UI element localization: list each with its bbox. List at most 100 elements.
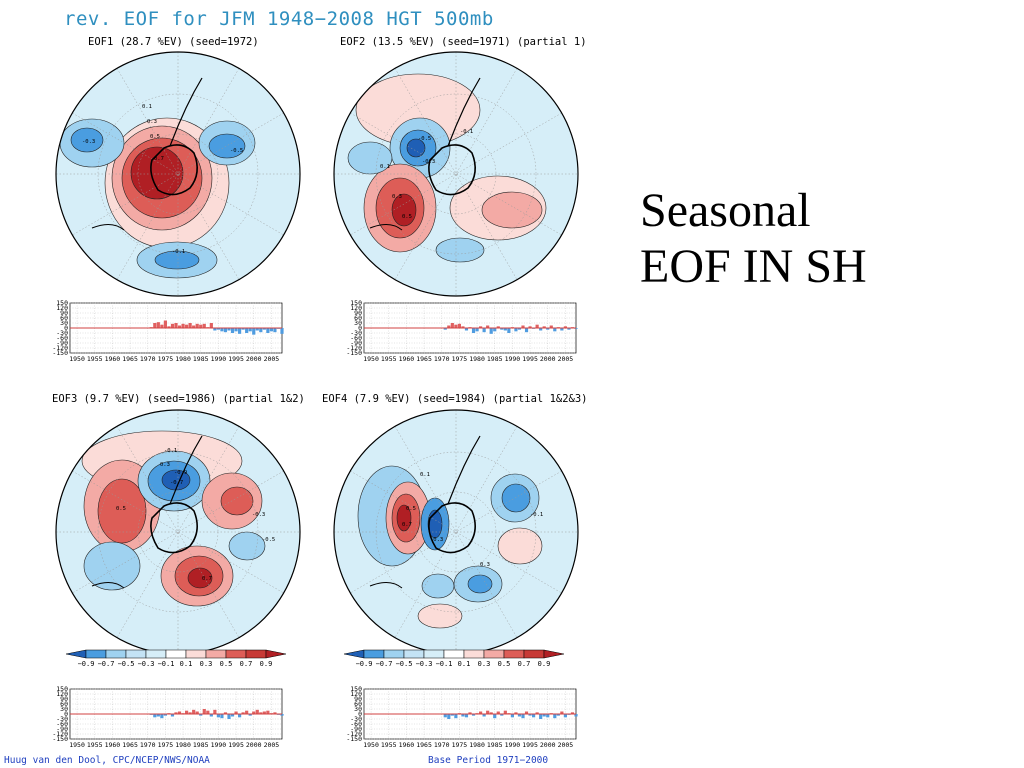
- x-tick-label: 1995: [522, 355, 538, 363]
- bar: [496, 326, 500, 328]
- colorbar-label: −0.9: [78, 660, 95, 668]
- latitude-circle: [375, 93, 537, 255]
- colorbar-label: 0.9: [260, 660, 273, 668]
- land-coast: [91, 582, 125, 589]
- bar: [153, 323, 157, 328]
- y-tick-label: -30: [56, 329, 68, 337]
- x-tick-label: 1960: [105, 741, 121, 749]
- contour-label: -0.1: [164, 448, 177, 454]
- x-tick-label: 1975: [158, 741, 174, 749]
- peninsula-coast: [447, 435, 481, 505]
- contour-region: [497, 527, 543, 565]
- colorbar-cell: [383, 649, 405, 659]
- x-tick-label: 1970: [140, 741, 156, 749]
- y-tick-label: 120: [350, 304, 362, 312]
- x-tick-label: 2000: [246, 355, 262, 363]
- y-tick-label: 0: [64, 710, 68, 718]
- eof4-title: EOF4 (7.9 %EV) (seed=1984) (partial 1&2&…: [322, 393, 588, 405]
- bar: [163, 714, 167, 716]
- bar: [273, 328, 277, 333]
- eof3-title: EOF3 (9.7 %EV) (seed=1986) (partial 1&2): [52, 393, 305, 405]
- bar: [489, 712, 493, 714]
- x-tick-label: 1995: [522, 741, 538, 749]
- contour-region: [501, 483, 531, 513]
- map-border: [55, 51, 301, 297]
- contour-label: -0.3: [82, 139, 95, 145]
- bar: [471, 328, 476, 333]
- bar: [468, 712, 472, 714]
- x-tick-label: 2000: [246, 741, 262, 749]
- x-tick-label: 1985: [487, 355, 503, 363]
- y-tick-label: -30: [350, 715, 362, 723]
- eof2-title: EOF2 (13.5 %EV) (seed=1971) (partial 1): [340, 36, 587, 48]
- bar: [443, 714, 447, 718]
- colorbar-label: 0.9: [538, 660, 551, 668]
- colorbar-cell: [225, 649, 247, 659]
- colorbar-cell: [463, 649, 485, 659]
- y-tick-label: 0: [64, 324, 68, 332]
- x-tick-label: 1980: [469, 355, 485, 363]
- colorbar-label: −0.3: [416, 660, 433, 668]
- meridian-line: [72, 112, 284, 236]
- antarctica-coast: [150, 502, 198, 554]
- latitude-circle: [97, 451, 259, 613]
- bar: [528, 714, 532, 716]
- meridian-line: [350, 112, 562, 236]
- contour-label: 0.7: [154, 156, 164, 162]
- y-tick-label: 90: [60, 309, 68, 317]
- y-tick-label: 0: [358, 710, 362, 718]
- bar: [223, 328, 228, 333]
- antarctica-coast: [428, 144, 476, 196]
- x-tick-label: 1980: [175, 355, 191, 363]
- colorbar-label: 0.1: [458, 660, 471, 668]
- bar: [241, 712, 245, 714]
- land-coast: [91, 224, 125, 231]
- contour-label: 0.5: [150, 134, 160, 140]
- contour-label: 0.5: [402, 214, 412, 220]
- y-tick-label: -150: [52, 349, 68, 357]
- y-tick-label: -60: [56, 720, 68, 728]
- bar: [174, 323, 178, 328]
- bar: [447, 325, 451, 328]
- bar: [156, 714, 160, 717]
- colorbar-cell: [205, 649, 227, 659]
- contour-label: -0.9: [174, 470, 187, 476]
- bar: [528, 326, 532, 328]
- x-tick-label: 1955: [381, 741, 397, 749]
- colorbar-label: 0.5: [220, 660, 233, 668]
- y-tick-label: 30: [60, 319, 68, 327]
- colorbar-cell: [165, 649, 187, 659]
- contour-label: -0.5: [418, 136, 431, 142]
- x-tick-label: 1980: [469, 741, 485, 749]
- bar: [234, 328, 238, 332]
- meridian-line: [116, 68, 240, 280]
- contour-label: 0.5: [116, 506, 126, 512]
- contour-label: -0.5: [230, 148, 243, 154]
- bar: [500, 714, 504, 716]
- x-tick-label: 1985: [193, 355, 209, 363]
- x-tick-label: 1950: [363, 741, 379, 749]
- bar: [202, 323, 206, 328]
- x-tick-label: 1985: [193, 741, 209, 749]
- bar: [461, 326, 465, 328]
- bar: [230, 714, 235, 717]
- bar: [153, 714, 157, 718]
- x-tick-label: 1950: [69, 741, 85, 749]
- bar: [238, 328, 242, 334]
- antarctica-coast: [150, 144, 198, 196]
- bar: [486, 710, 490, 714]
- bar: [524, 711, 529, 714]
- land-coast: [369, 224, 403, 231]
- y-tick-label: -90: [350, 725, 362, 733]
- contour-region: [97, 478, 147, 544]
- y-tick-label: 60: [354, 314, 362, 322]
- colorbar-label: 0.3: [200, 660, 213, 668]
- bar: [454, 324, 458, 328]
- bar: [238, 714, 242, 718]
- bar: [450, 323, 454, 328]
- contour-label: 0.3: [160, 462, 170, 468]
- bar: [255, 328, 259, 331]
- bar: [464, 328, 469, 331]
- colorbar-label: 0.7: [240, 660, 253, 668]
